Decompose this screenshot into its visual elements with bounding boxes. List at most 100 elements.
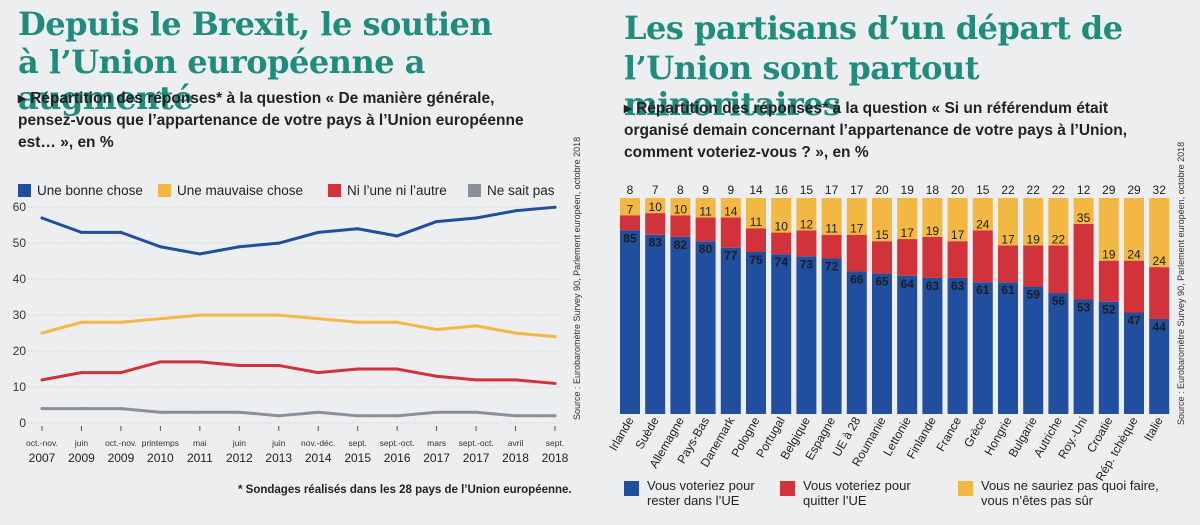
line-point bbox=[237, 410, 241, 414]
bar-segment bbox=[1124, 260, 1144, 313]
bar-label-unsure: 29 bbox=[1102, 183, 1116, 197]
line-point bbox=[474, 216, 478, 220]
line-y-tick-label: 40 bbox=[13, 272, 27, 286]
line-point bbox=[514, 331, 518, 335]
line-y-tick-label: 50 bbox=[13, 236, 27, 250]
line-point bbox=[158, 245, 162, 249]
bar-label-unsure: 12 bbox=[1077, 183, 1091, 197]
line-point bbox=[356, 320, 360, 324]
line-point bbox=[316, 317, 320, 321]
bar-segment bbox=[821, 198, 842, 235]
line-point bbox=[356, 414, 360, 418]
bar-label-unsure: 18 bbox=[926, 183, 940, 197]
line-x-tick-label: printemps bbox=[142, 438, 179, 448]
bar-label-leave: 7 bbox=[627, 202, 634, 216]
line-point bbox=[237, 313, 241, 317]
line-point bbox=[119, 320, 123, 324]
line-x-tick-year: 2017 bbox=[463, 451, 490, 465]
bar-label-remain: 59 bbox=[1027, 288, 1041, 302]
legend-unsure-line2: vous n’êtes pas sûr bbox=[981, 493, 1094, 508]
line-x-tick-label: mars bbox=[427, 438, 446, 448]
bar-segment bbox=[1048, 245, 1069, 294]
bar-label-leave: 12 bbox=[800, 217, 814, 231]
bar-label-unsure: 22 bbox=[1001, 183, 1015, 197]
bar-segment bbox=[1073, 198, 1094, 224]
bar-segment bbox=[695, 217, 716, 242]
line-point bbox=[474, 410, 478, 414]
bar-segment bbox=[720, 198, 741, 218]
line-legend-item: Une bonne chose bbox=[18, 183, 143, 198]
line-point bbox=[40, 378, 44, 382]
line-x-tick-label: oct.-nov. bbox=[26, 438, 58, 448]
line-point bbox=[237, 363, 241, 367]
bar-label-leave: 19 bbox=[926, 224, 940, 238]
line-point bbox=[474, 378, 478, 382]
bar-label-unsure: 19 bbox=[901, 183, 915, 197]
line-x-tick-label: sept.-oct. bbox=[459, 438, 494, 448]
bar-category-label: Irlande bbox=[606, 414, 637, 453]
bar-label-remain: 53 bbox=[1077, 301, 1091, 315]
line-point bbox=[198, 313, 202, 317]
bar-segment bbox=[1023, 245, 1044, 287]
legend-swatch-unsure bbox=[958, 481, 973, 496]
line-point bbox=[277, 363, 281, 367]
bar-label-unsure: 17 bbox=[825, 183, 839, 197]
line-point bbox=[198, 360, 202, 364]
bar-segment bbox=[897, 275, 918, 414]
line-legend-label: Une bonne chose bbox=[37, 183, 143, 198]
legend-swatch-remain bbox=[624, 481, 639, 496]
line-legend-label: Ni l’une ni l’autre bbox=[347, 183, 447, 198]
bar-segment bbox=[947, 198, 968, 242]
line-point bbox=[316, 230, 320, 234]
line-series bbox=[40, 360, 557, 385]
bar-segment bbox=[872, 273, 892, 414]
bar-segment bbox=[796, 256, 817, 414]
line-point bbox=[316, 410, 320, 414]
line-point bbox=[237, 245, 241, 249]
line-series bbox=[40, 407, 557, 418]
bar-segment bbox=[645, 198, 666, 214]
line-x-tick-year: 2016 bbox=[384, 451, 411, 465]
bar-segment bbox=[998, 282, 1018, 414]
line-point bbox=[79, 320, 83, 324]
bar-segment bbox=[670, 236, 691, 414]
legend-remain-line2: rester dans l’UE bbox=[647, 493, 740, 508]
line-point bbox=[40, 216, 44, 220]
bar-segment bbox=[1149, 198, 1170, 268]
bar-segment bbox=[670, 198, 691, 216]
bar-label-leave: 17 bbox=[951, 228, 965, 242]
bar-label-leave: 10 bbox=[775, 220, 789, 234]
bar-legend-leave: Vous voteriez pour quitter l’UE bbox=[780, 478, 911, 508]
line-x-tick-year: 2014 bbox=[305, 451, 332, 465]
bar-chart: 8578Irlande83107Suède82108Allemagne80119… bbox=[606, 183, 1170, 483]
bar-label-leave: 14 bbox=[724, 204, 738, 218]
line-point bbox=[553, 381, 557, 385]
line-x-tick-year: 2009 bbox=[108, 451, 135, 465]
bar-label-remain: 44 bbox=[1153, 320, 1167, 334]
bar-label-unsure: 29 bbox=[1127, 183, 1141, 197]
bar-segment bbox=[1149, 318, 1170, 414]
bar-segment bbox=[1048, 293, 1069, 414]
bar-segment bbox=[796, 230, 817, 257]
bar-segment bbox=[1098, 301, 1119, 414]
bar-segment bbox=[998, 198, 1018, 246]
line-point bbox=[79, 407, 83, 411]
bar-segment bbox=[771, 232, 792, 255]
bar-segment bbox=[972, 230, 993, 283]
line-series bbox=[40, 313, 557, 339]
bar-label-unsure: 15 bbox=[976, 183, 990, 197]
bar-label-remain: 47 bbox=[1127, 313, 1141, 327]
bar-segment bbox=[821, 258, 842, 414]
bar-segment bbox=[796, 198, 817, 231]
bar-segment bbox=[947, 277, 968, 414]
line-chart: 0 10 20 30 40 50 60 oct.-nov. 2007 juin 2009 oct.-n… bbox=[13, 200, 569, 465]
bar-label-remain: 73 bbox=[800, 257, 814, 271]
line-point bbox=[474, 324, 478, 328]
line-x-tick-label: nov.-déc. bbox=[301, 438, 335, 448]
line-point bbox=[119, 230, 123, 234]
bar-segment bbox=[746, 198, 766, 229]
line-point bbox=[435, 220, 439, 224]
line-point bbox=[198, 410, 202, 414]
line-x-tick-label: sept. bbox=[546, 438, 564, 448]
line-x-tick-label: juin bbox=[271, 438, 286, 448]
